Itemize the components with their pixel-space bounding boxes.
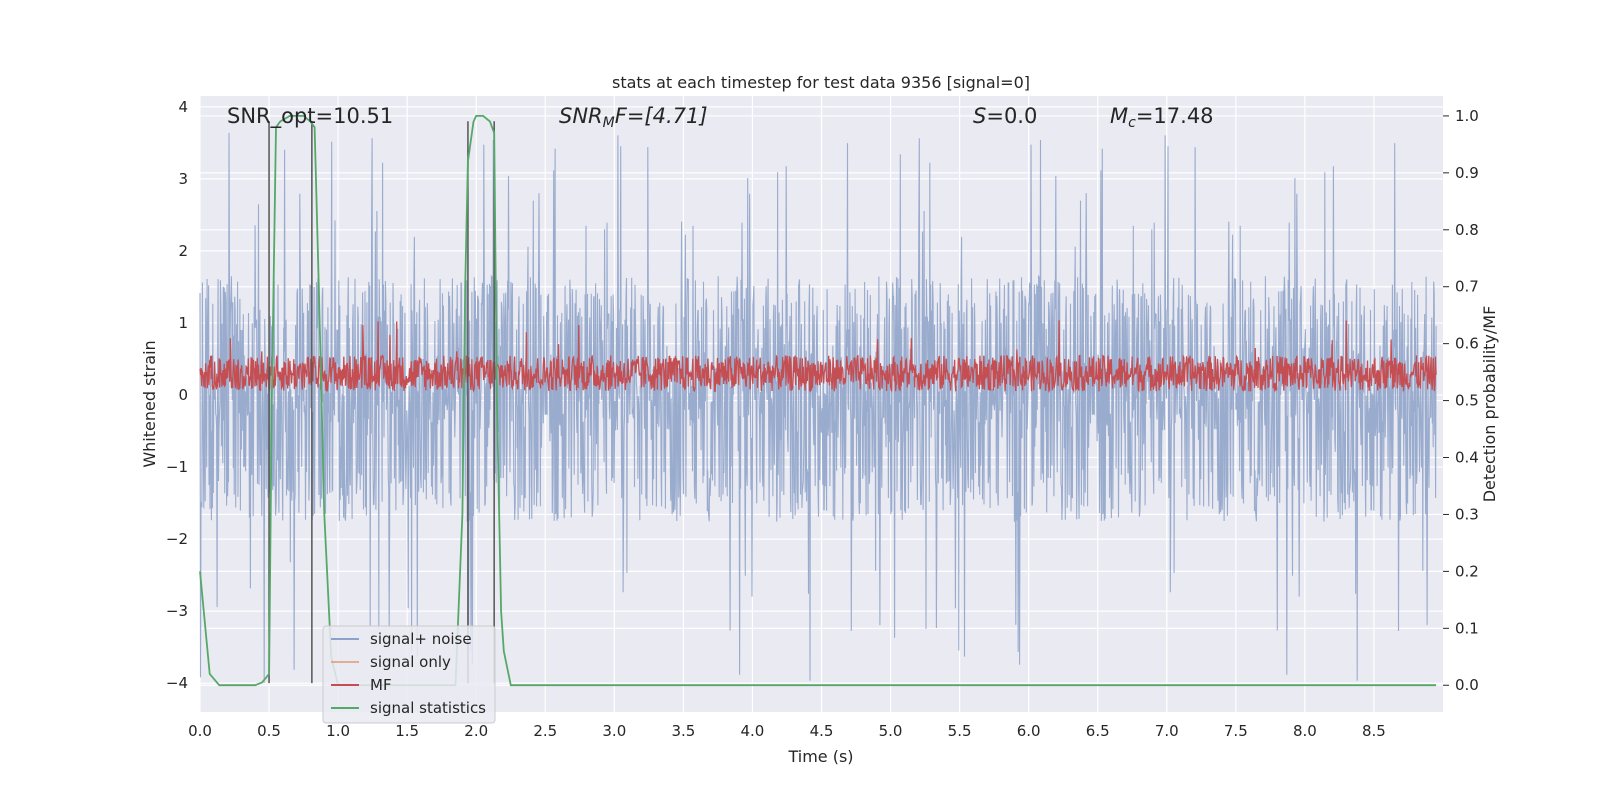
- x-tick-3: 1.5: [395, 722, 419, 740]
- y-tick-4: 0: [178, 386, 188, 404]
- x-tick-7: 3.5: [671, 722, 695, 740]
- x-tick-6: 3.0: [602, 722, 626, 740]
- snr-opt-annotation: SNR_opt=10.51: [227, 104, 393, 129]
- y2-tick-2: 0.8: [1455, 221, 1479, 239]
- x-tick-4: 2.0: [464, 722, 488, 740]
- y-tick-0: 4: [178, 98, 188, 116]
- x-tick-15: 7.5: [1224, 722, 1248, 740]
- y2-tick-labels: 1.0 0.9 0.8 0.7 0.6 0.5 0.4 0.3 0.2 0.1 0.0: [1443, 107, 1479, 694]
- y2-tick-1: 0.9: [1455, 164, 1479, 182]
- x-tick-2: 1.0: [326, 722, 350, 740]
- y2-tick-8: 0.2: [1455, 562, 1479, 580]
- legend-label-signal-noise: signal+ noise: [370, 630, 472, 648]
- y2-tick-6: 0.4: [1455, 449, 1479, 467]
- s-annotation: S=0.0: [973, 104, 1037, 128]
- y2-tick-5: 0.5: [1455, 392, 1479, 410]
- grid: [199, 96, 1443, 712]
- legend-label-signal-statistics: signal statistics: [370, 699, 486, 717]
- y-tick-1: 3: [178, 170, 188, 188]
- x-tick-10: 5.0: [879, 722, 903, 740]
- snr-mf-annotation: SNRMF=[4.71]: [559, 104, 708, 131]
- y2-tick-9: 0.1: [1455, 619, 1479, 637]
- y-tick-3: 1: [178, 314, 188, 332]
- signal-noise-line: [199, 132, 1437, 683]
- legend-label-mf: MF: [370, 676, 392, 694]
- chart-title: stats at each timestep for test data 935…: [612, 73, 1030, 92]
- y2-tick-0: 1.0: [1455, 107, 1479, 125]
- x-tick-8: 4.0: [741, 722, 765, 740]
- y2-tick-3: 0.7: [1455, 278, 1479, 296]
- x-tick-16: 8.0: [1293, 722, 1317, 740]
- y-tick-2: 2: [178, 242, 188, 260]
- y2-axis-label: Detection probability/MF: [1480, 306, 1499, 503]
- x-tick-5: 2.5: [533, 722, 557, 740]
- x-tick-11: 5.5: [948, 722, 972, 740]
- legend: signal+ noise signal only MF signal stat…: [322, 625, 496, 724]
- mf-series: [199, 320, 1437, 394]
- x-tick-9: 4.5: [810, 722, 834, 740]
- y2-tick-7: 0.3: [1455, 505, 1479, 523]
- mc-annotation: Mc=17.48: [1110, 104, 1214, 131]
- y-tick-5: −1: [166, 458, 188, 476]
- y-tick-labels: 4 3 2 1 0 −1 −2 −3 −4: [166, 98, 188, 692]
- x-axis-label: Time (s): [787, 747, 853, 766]
- mf-line: [199, 320, 1437, 394]
- y2-tick-4: 0.6: [1455, 335, 1479, 353]
- legend-box: [322, 625, 496, 724]
- x-tick-1: 0.5: [257, 722, 281, 740]
- signal-noise-series: [199, 132, 1437, 683]
- x-tick-12: 6.0: [1017, 722, 1041, 740]
- y2-tick-10: 0.0: [1455, 676, 1479, 694]
- x-tick-14: 7.0: [1155, 722, 1179, 740]
- x-tick-17: 8.5: [1362, 722, 1386, 740]
- x-tick-13: 6.5: [1086, 722, 1110, 740]
- y-axis-label: Whitened strain: [140, 340, 159, 467]
- y-tick-8: −4: [166, 674, 188, 692]
- x-tick-labels: 0.0 0.5 1.0 1.5 2.0 2.5 3.0 3.5 4.0 4.5 5.0 5.5 6.0 6…: [188, 722, 1386, 740]
- legend-label-signal-only: signal only: [370, 653, 451, 671]
- y-tick-6: −2: [166, 530, 188, 548]
- y-tick-7: −3: [166, 602, 188, 620]
- x-tick-0: 0.0: [188, 722, 212, 740]
